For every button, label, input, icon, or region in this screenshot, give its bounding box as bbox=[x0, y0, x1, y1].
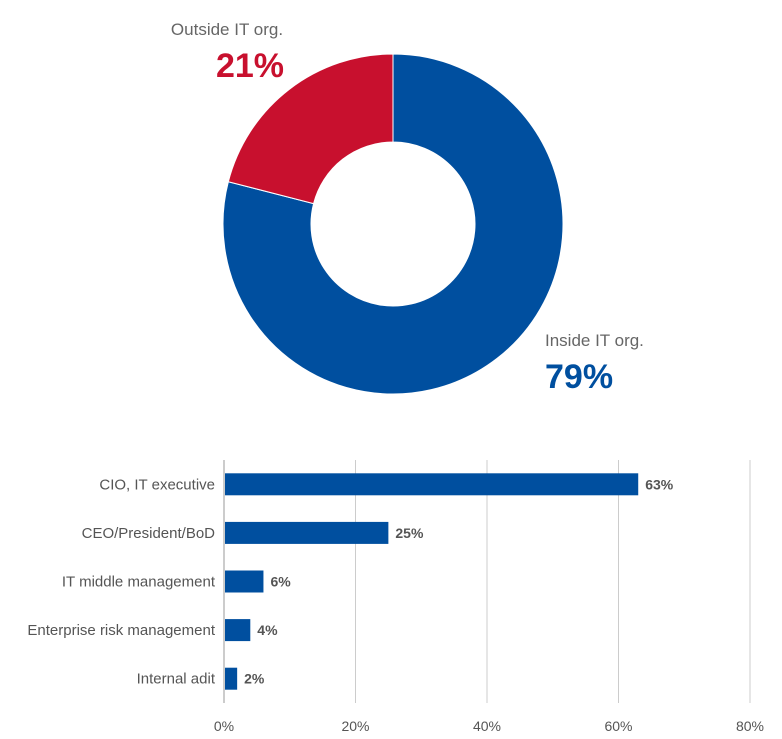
bar bbox=[225, 521, 389, 544]
category-label: Enterprise risk management bbox=[27, 622, 215, 639]
data-label: 4% bbox=[257, 622, 278, 638]
data-label: 25% bbox=[395, 525, 424, 541]
donut-label-outside-it-org: Outside IT org. bbox=[171, 20, 283, 39]
bar bbox=[225, 619, 251, 642]
donut-value-inside-it-org: 79% bbox=[545, 358, 613, 396]
category-label: CEO/President/BoD bbox=[82, 525, 216, 542]
data-label: 6% bbox=[270, 574, 291, 590]
donut-value-outside-it-org: 21% bbox=[216, 47, 284, 85]
x-tick-label: 60% bbox=[604, 718, 632, 734]
x-tick-label: 40% bbox=[473, 718, 501, 734]
donut-label-inside-it-org: Inside IT org. bbox=[545, 331, 644, 350]
bar bbox=[225, 570, 264, 593]
x-tick-label: 80% bbox=[736, 718, 764, 734]
data-label: 2% bbox=[244, 671, 265, 687]
category-label: IT middle management bbox=[62, 574, 216, 591]
x-tick-label: 20% bbox=[341, 718, 369, 734]
donut-chart: Outside IT org. 21% Inside IT org. 79% bbox=[171, 20, 644, 396]
x-tick-label: 0% bbox=[214, 718, 234, 734]
donut-slice-outside-it-org bbox=[227, 53, 394, 205]
donut-slice-inside-it-org bbox=[222, 53, 564, 395]
data-label: 63% bbox=[645, 476, 674, 492]
category-label: Internal adit bbox=[137, 671, 216, 688]
category-label: CIO, IT executive bbox=[99, 476, 215, 493]
bar bbox=[225, 473, 639, 496]
bar bbox=[225, 667, 238, 690]
horizontal-bar-chart: CIO, IT executive 63% CEO/President/BoD 25%… bbox=[27, 460, 764, 734]
